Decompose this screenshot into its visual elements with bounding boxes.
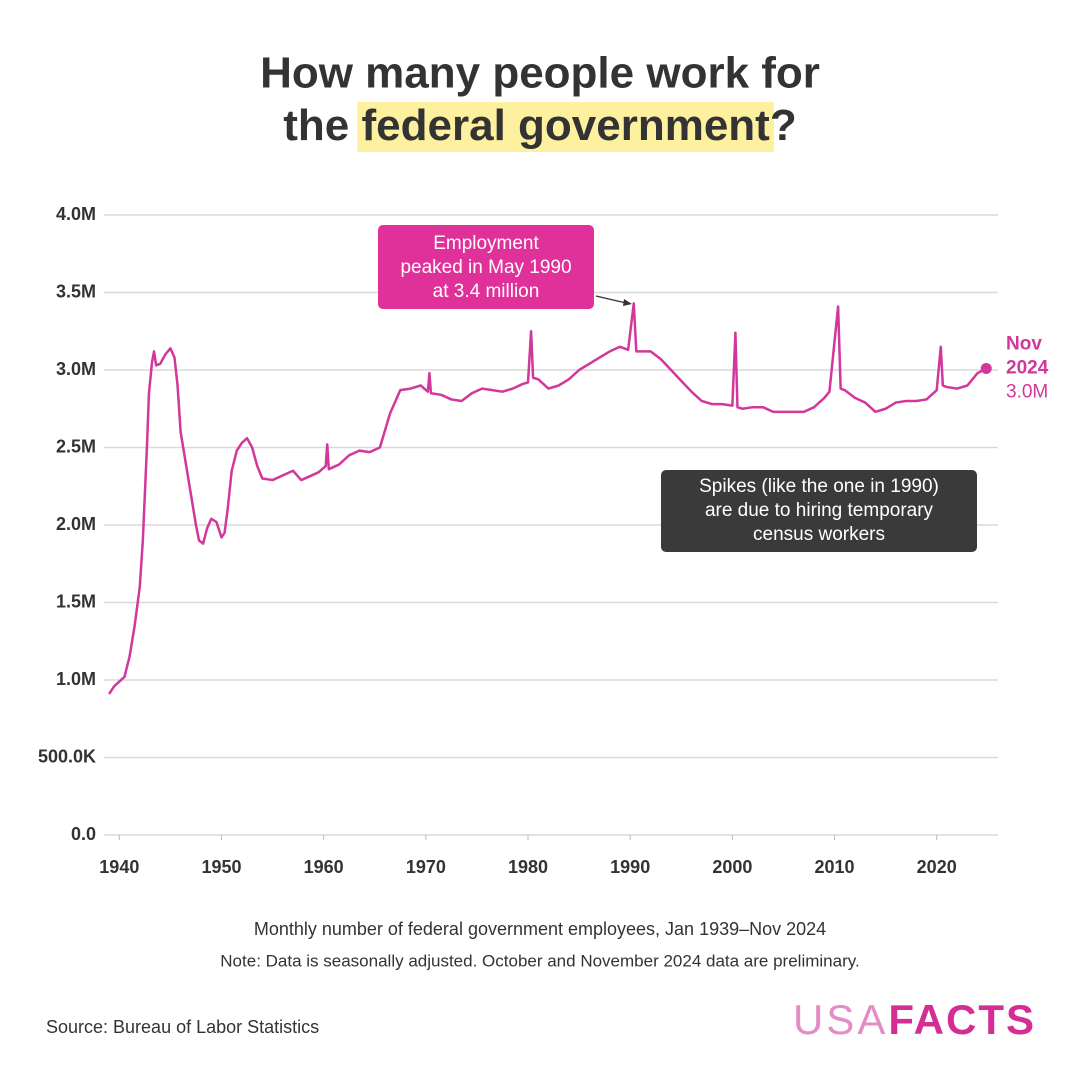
data-line	[108, 302, 987, 695]
title: How many people work for the federal gov…	[260, 49, 820, 152]
y-tick-label: 1.5M	[56, 591, 96, 611]
callout-text: Employment	[433, 233, 539, 254]
spikes-note: Spikes (like the one in 1990) are due to…	[661, 470, 977, 552]
y-tick-label: 4.0M	[56, 204, 96, 224]
x-tick-label: 1980	[508, 857, 548, 877]
y-tick-label: 500.0K	[38, 746, 96, 766]
note-text: census workers	[753, 524, 885, 545]
note-text: are due to hiring temporary	[705, 500, 934, 521]
logo: USAFACTS	[793, 996, 1036, 1043]
x-tick-label: 2010	[815, 857, 855, 877]
x-tick-label: 1960	[304, 857, 344, 877]
note-box	[661, 470, 977, 552]
y-tick-label: 0.0	[71, 824, 96, 844]
title-highlight	[357, 102, 774, 152]
y-tick-label: 3.5M	[56, 281, 96, 301]
end-point	[980, 362, 992, 374]
y-tick-label: 3.0M	[56, 359, 96, 379]
callout-text: at 3.4 million	[433, 281, 540, 302]
peak-callout: Employment peaked in May 1990 at 3.4 mil…	[378, 225, 632, 309]
x-tick-label: 1940	[99, 857, 139, 877]
x-tick-label: 2020	[917, 857, 957, 877]
y-tick-label: 2.5M	[56, 436, 96, 456]
x-tick-label: 2000	[712, 857, 752, 877]
callout-arrowhead	[623, 299, 632, 306]
logo-right: FACTS	[888, 996, 1036, 1043]
end-label-month: Nov	[1006, 333, 1042, 354]
callout-box	[378, 225, 594, 309]
end-label-value: 3.0M	[1006, 381, 1048, 402]
note: Note: Data is seasonally adjusted. Octob…	[220, 951, 859, 970]
subtitle: Monthly number of federal government emp…	[254, 919, 826, 939]
x-tick-label: 1990	[610, 857, 650, 877]
note-text: Spikes (like the one in 1990)	[699, 476, 939, 497]
logo-left: USA	[793, 996, 888, 1043]
x-tick-label: 1970	[406, 857, 446, 877]
title-line: How many people work for	[260, 49, 820, 98]
title-highlight-text: federal government	[362, 101, 771, 150]
callout-text: peaked in May 1990	[400, 257, 571, 278]
y-tick-label: 1.0M	[56, 669, 96, 689]
x-tick-label: 1950	[201, 857, 241, 877]
callout-arrow	[595, 295, 627, 304]
end-label-year: 2024	[1006, 357, 1049, 378]
title-text: ?	[770, 101, 797, 150]
y-tick-label: 2.0M	[56, 514, 96, 534]
title-line: the federal government?	[283, 101, 796, 150]
title-text: the	[283, 101, 361, 150]
source: Source: Bureau of Labor Statistics	[46, 1017, 319, 1037]
